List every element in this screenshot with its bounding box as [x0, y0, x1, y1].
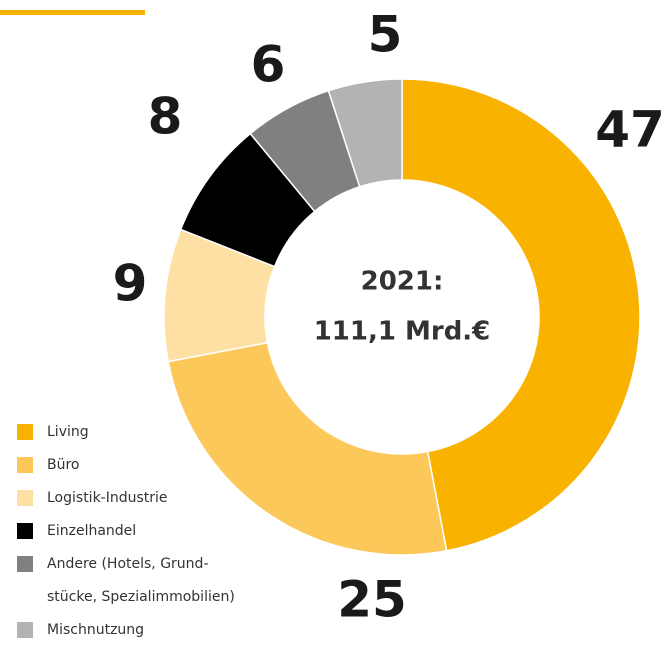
data-label: 8 [148, 88, 183, 146]
legend-item: Living [17, 416, 267, 449]
legend-swatch [17, 424, 33, 440]
legend-swatch [17, 622, 33, 638]
legend-label: Logistik-Industrie [47, 490, 168, 506]
legend-label: Living [47, 424, 89, 440]
legend-item: Logistik-Industrie [17, 482, 267, 515]
legend-label: Einzelhandel [47, 523, 137, 539]
legend-item: Büro [17, 449, 267, 482]
legend-item: Andere (Hotels, Grund-stücke, Spezialimm… [17, 548, 267, 614]
accent-bar [0, 10, 145, 15]
data-label: 6 [251, 36, 286, 94]
data-label: 5 [368, 6, 403, 64]
legend-item: Einzelhandel [17, 515, 267, 548]
data-label: 47 [595, 101, 665, 159]
legend-swatch [17, 523, 33, 539]
legend-swatch [17, 457, 33, 473]
legend-swatch [17, 556, 33, 572]
data-label: 9 [113, 255, 148, 313]
center-text: 2021: [361, 267, 444, 297]
legend-item: Mischnutzung [17, 614, 267, 647]
legend-swatch [17, 490, 33, 506]
legend: Living Büro Logistik-Industrie Einzelhandel… [17, 416, 267, 647]
donut-slice [401, 78, 641, 552]
legend-label: Andere (Hotels, Grund-stücke, Spezialimm… [47, 556, 235, 605]
legend-label: Mischnutzung [47, 622, 145, 638]
donut-slice [327, 78, 403, 188]
legend-label: Büro [47, 457, 80, 473]
data-label: 25 [337, 571, 407, 629]
donut-slice [167, 341, 448, 556]
center-text: 111,1 Mrd.€ [314, 317, 491, 347]
